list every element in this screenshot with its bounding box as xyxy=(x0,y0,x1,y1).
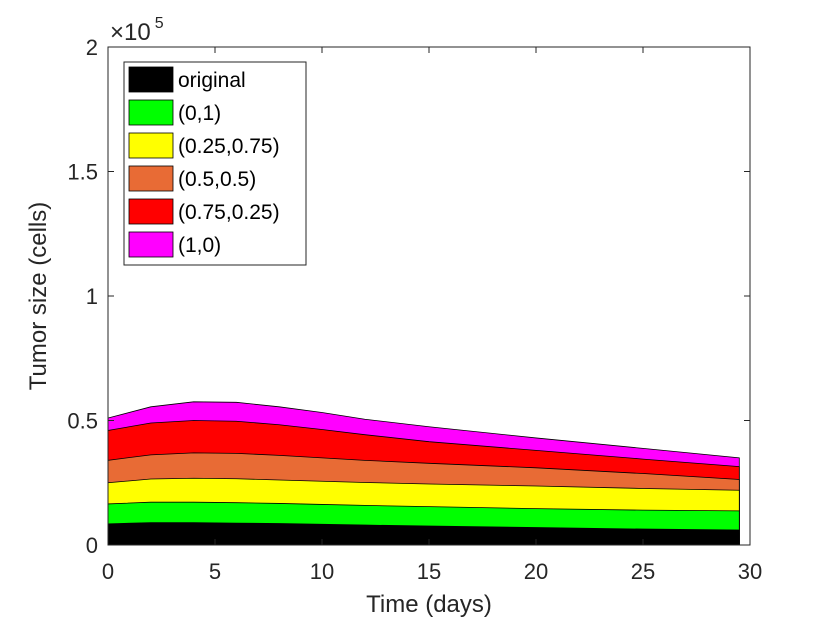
x-tick-label: 25 xyxy=(631,559,655,584)
y-exponent-label: ×10 5 xyxy=(110,15,164,46)
legend-box xyxy=(123,61,307,266)
legend-swatch xyxy=(128,165,174,192)
y-tick-label: 0 xyxy=(86,533,98,558)
legend-swatch xyxy=(128,231,174,258)
legend-label: (0.75,0.25) xyxy=(178,201,280,224)
x-tick-label: 10 xyxy=(310,559,334,584)
legend-swatch xyxy=(128,198,174,225)
y-exponent-power: 5 xyxy=(155,15,164,32)
legend-label: (0,1) xyxy=(178,102,221,125)
legend-swatch xyxy=(128,99,174,126)
y-exponent-base: ×10 xyxy=(110,19,151,46)
x-tick-label: 30 xyxy=(738,559,762,584)
area-layers xyxy=(107,401,740,546)
legend-label: (0.5,0.5) xyxy=(178,168,256,191)
y-tick-label: 1 xyxy=(86,284,98,309)
x-axis-label: Time (days) xyxy=(366,591,492,618)
legend-label: original xyxy=(178,69,246,92)
x-tick-label: 0 xyxy=(102,559,114,584)
y-tick-label: 2 xyxy=(86,35,98,60)
y-tick-label: 0.5 xyxy=(67,409,98,434)
y-axis-label: Tumor size (cells) xyxy=(25,202,52,390)
legend: original (0,1) (0.25,0.75) (0.5,0.5) (0.75,0… xyxy=(123,61,307,266)
x-tick-label: 5 xyxy=(209,559,221,584)
y-tick-label: 1.5 xyxy=(67,160,98,185)
x-tick-label: 15 xyxy=(417,559,441,584)
x-tick-label: 20 xyxy=(524,559,548,584)
area-series-0 xyxy=(107,522,740,546)
legend-label: (1,0) xyxy=(178,234,221,257)
legend-label: (0.25,0.75) xyxy=(178,135,280,158)
legend-swatch xyxy=(128,66,174,93)
legend-swatch xyxy=(128,132,174,159)
x-axis-ticks: 0 5 10 15 20 25 30 xyxy=(102,47,762,584)
y-axis-ticks: 0 0.5 1 1.5 2 xyxy=(67,35,750,558)
